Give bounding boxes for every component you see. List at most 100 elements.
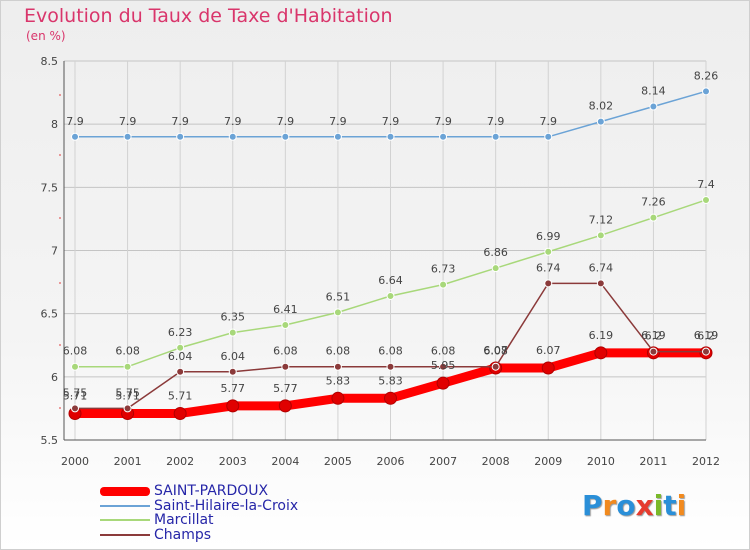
data-label: 5.95	[431, 359, 456, 372]
data-label: 6.08	[378, 345, 403, 358]
data-label: 6.08	[431, 345, 456, 358]
data-label: 6.2	[645, 330, 663, 343]
x-tick-label: 2006	[377, 455, 405, 468]
data-label: 6.86	[483, 246, 508, 259]
x-tick-label: 2011	[639, 455, 667, 468]
data-point	[278, 399, 292, 413]
data-point	[173, 406, 187, 420]
x-tick-label: 2002	[166, 455, 194, 468]
series-layer	[68, 87, 713, 420]
data-point	[439, 132, 448, 141]
data-point	[333, 362, 342, 371]
y-tick-label: 6.5	[41, 308, 59, 321]
data-label: 6.23	[168, 326, 193, 339]
data-point	[439, 280, 448, 289]
data-label: 8.02	[589, 100, 614, 113]
data-label: 7.9	[487, 115, 505, 128]
data-point	[123, 362, 132, 371]
data-label: 5.75	[63, 386, 88, 399]
x-tick-label: 2001	[114, 455, 142, 468]
data-point	[544, 247, 553, 256]
data-label: 5.83	[378, 374, 403, 387]
data-label: 6.64	[378, 274, 403, 287]
data-label: 6.74	[589, 261, 614, 274]
y-tick-label: 6	[51, 371, 58, 384]
data-point	[544, 132, 553, 141]
data-point	[386, 132, 395, 141]
data-point	[544, 279, 553, 288]
data-point	[228, 132, 237, 141]
data-label: 7.9	[540, 115, 558, 128]
data-label: 5.77	[221, 382, 246, 395]
legend-item-champs: Champs	[100, 528, 298, 543]
data-label: 8.14	[641, 84, 666, 97]
data-point	[123, 404, 132, 413]
data-point	[386, 362, 395, 371]
data-label: 5.71	[168, 389, 193, 402]
logo-letter: t	[663, 489, 677, 522]
logo-letter: i	[653, 489, 664, 522]
data-point	[649, 102, 658, 111]
y-tick-label: 7	[51, 245, 58, 258]
data-label: 6.07	[536, 344, 561, 357]
axis-layer: 5.5 6 6.5 7 7.5 8 8.5 2000 2001 2002 2003 2004 2005 2…	[41, 55, 721, 468]
data-label: 5.71	[115, 389, 140, 402]
legend-swatch	[100, 504, 150, 507]
x-tick-label: 2007	[429, 455, 457, 468]
data-point	[333, 132, 342, 141]
y-tick-label: 5.5	[41, 434, 59, 447]
data-point	[176, 343, 185, 352]
data-label: 7.9	[66, 115, 84, 128]
data-label: 6.51	[326, 290, 351, 303]
legend: SAINT-PARDOUX Saint-Hilaire-la-Croix Mar…	[100, 484, 298, 542]
data-label: 6.35	[221, 311, 246, 324]
data-point	[541, 361, 555, 375]
data-point	[702, 347, 710, 356]
data-point	[331, 391, 345, 405]
data-label: 5.83	[326, 374, 351, 387]
data-point	[594, 346, 608, 360]
y-tick-label: 8	[51, 118, 58, 131]
data-point	[491, 362, 500, 371]
data-point	[226, 399, 240, 413]
data-point	[702, 195, 710, 204]
data-label: 6.04	[221, 350, 246, 363]
data-label: 7.9	[277, 115, 295, 128]
data-point	[176, 367, 185, 376]
data-label: 7.4	[697, 178, 715, 191]
data-point	[228, 328, 237, 337]
data-point	[649, 347, 658, 356]
x-tick-label: 2009	[534, 455, 562, 468]
legend-label: Champs	[154, 526, 212, 543]
data-point	[71, 404, 79, 413]
data-label: 7.9	[382, 115, 400, 128]
x-tick-label: 2004	[271, 455, 299, 468]
data-point	[71, 132, 79, 141]
data-label: 7.26	[641, 196, 666, 209]
data-label: 6.07	[483, 344, 508, 357]
data-label: 6.04	[168, 350, 193, 363]
data-point	[649, 213, 658, 222]
x-tick-label: 2005	[324, 455, 352, 468]
legend-label: Marcillat	[154, 512, 214, 529]
y-tick-label: 8.5	[41, 55, 59, 68]
data-label: 7.9	[224, 115, 242, 128]
data-label: 6.99	[536, 230, 561, 243]
legend-item-marcillat: Marcillat	[100, 513, 298, 528]
legend-swatch	[100, 486, 150, 496]
legend-item-saint-pardoux: SAINT-PARDOUX	[100, 484, 298, 499]
data-point	[596, 117, 605, 126]
data-point	[596, 279, 605, 288]
x-tick-label: 2010	[587, 455, 615, 468]
logo-letter: o	[616, 489, 636, 522]
legend-label: SAINT-PARDOUX	[154, 483, 269, 500]
label-layer: 5.71 5.71 5.71 5.77 5.77 5.83 5.83 5.95 6.07 6.07…	[63, 69, 719, 402]
data-point	[439, 362, 448, 371]
data-point	[71, 362, 79, 371]
data-point	[281, 132, 290, 141]
x-tick-label: 2000	[61, 455, 89, 468]
logo-letter: P	[582, 489, 603, 522]
data-point	[384, 391, 397, 405]
data-label: 7.9	[434, 115, 452, 128]
